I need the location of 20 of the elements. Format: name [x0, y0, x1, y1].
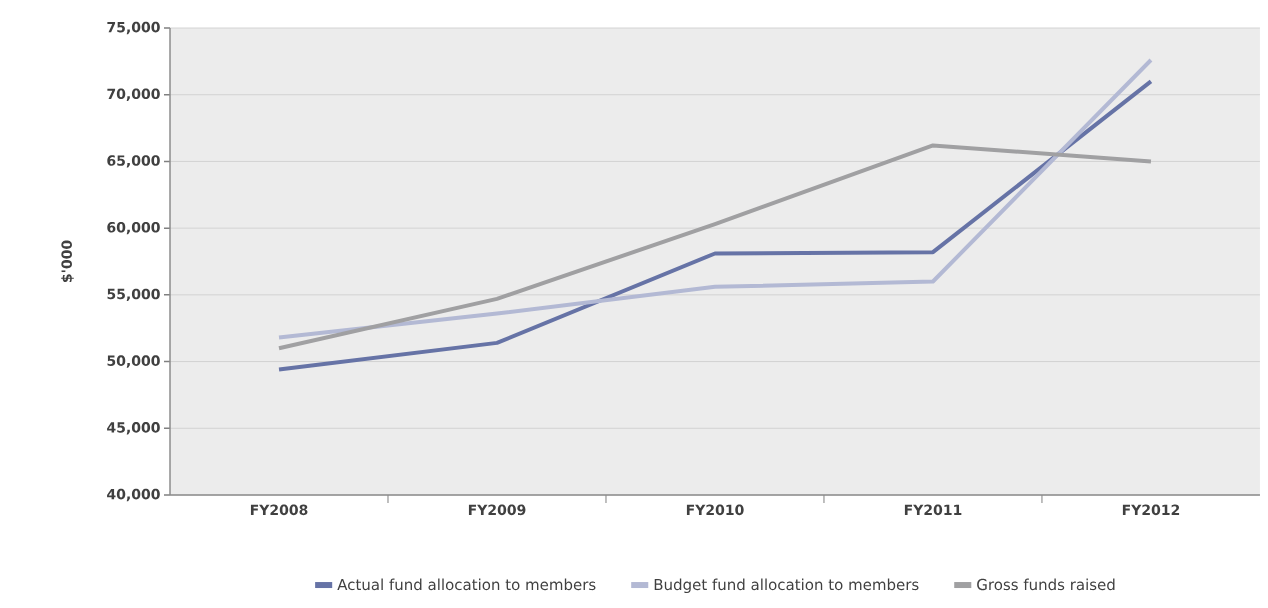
y-tick-label: 60,000 — [107, 221, 160, 235]
y-tick-label: 75,000 — [107, 21, 160, 35]
y-tick-label: 65,000 — [107, 155, 160, 168]
x-tick-label: FY2010 — [686, 504, 744, 516]
y-axis-title: $'000 — [61, 240, 74, 283]
y-tick-label: 40,000 — [107, 488, 160, 502]
y-tick-label: 55,000 — [107, 288, 160, 302]
line-series — [277, 58, 1153, 340]
x-tick-label: FY2011 — [904, 504, 962, 516]
line-series — [277, 143, 1153, 351]
line-series — [277, 79, 1153, 372]
x-tick-label: FY2008 — [250, 504, 308, 516]
x-tick-label: FY2012 — [1122, 504, 1180, 516]
legend-label: Budget fund allocation to members — [654, 578, 919, 594]
y-tick-label: 50,000 — [107, 355, 160, 368]
x-tick-label: FY2009 — [468, 504, 526, 516]
legend-label: Actual fund allocation to members — [337, 578, 596, 591]
y-tick-label: 70,000 — [107, 88, 160, 101]
legend-label: Gross funds raised — [977, 578, 1115, 591]
y-tick-label: 45,000 — [107, 422, 160, 435]
